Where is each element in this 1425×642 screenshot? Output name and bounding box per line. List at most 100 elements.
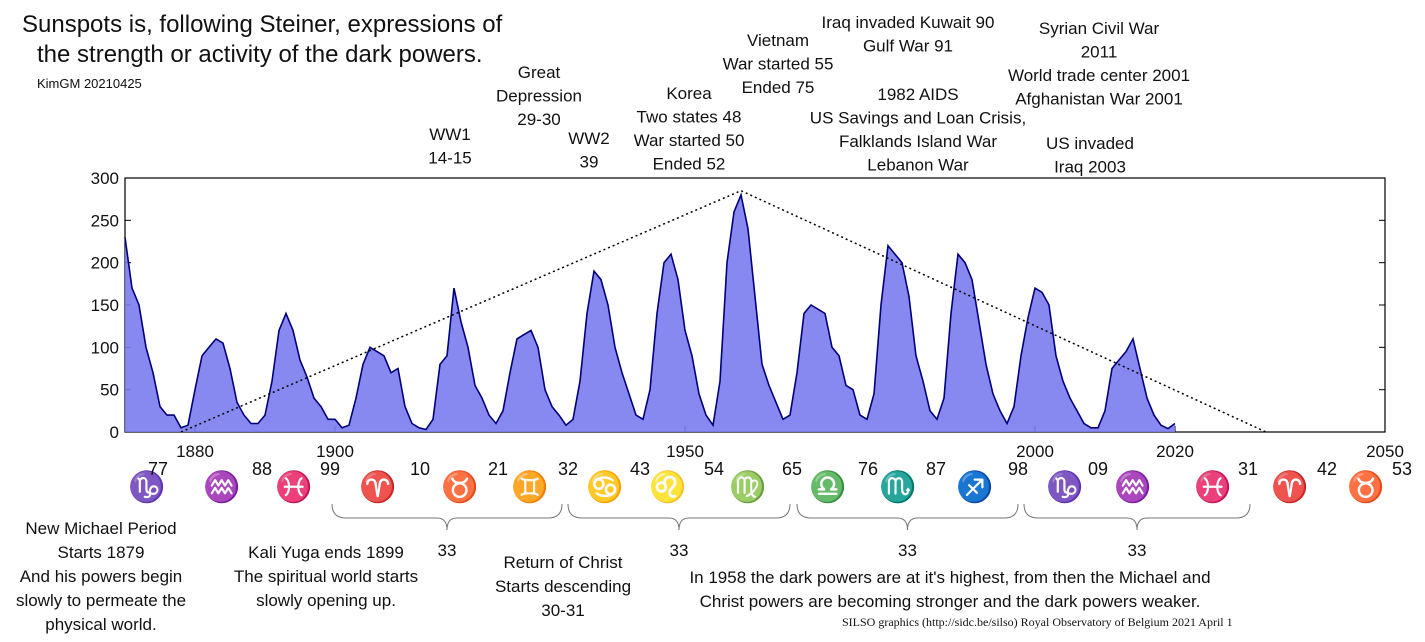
annotation: Ended 52 [653,155,726,174]
y-tick-label: 250 [91,211,119,230]
title-line: the strength or activity of the dark pow… [37,41,483,68]
annotation: Gulf War 91 [863,37,953,56]
note: New Michael Period [25,519,176,538]
brace [1023,503,1251,531]
brace [567,503,791,531]
y-tick-label: 150 [91,296,119,315]
annotation: Afghanistan War 2001 [1015,90,1183,109]
credit: SILSO graphics (http://sidc.be/silso) Ro… [842,615,1233,629]
annotation: 29-30 [517,110,560,129]
annotation: Ended 75 [742,78,815,97]
zodiac-year: 31 [1238,459,1258,479]
annotation: Syrian Civil War [1039,19,1160,38]
zodiac-year: 32 [558,459,578,479]
annotation: World trade center 2001 [1008,66,1190,85]
annotation: 14-15 [428,149,471,168]
annotation: US Savings and Loan Crisis, [810,109,1026,128]
brace-label: 33 [1128,541,1147,560]
zodiac-symbol: ♍ [729,469,766,504]
x-tick-label: 2020 [1156,442,1194,461]
x-tick-label: 1950 [666,442,704,461]
zodiac-symbol: ♋ [586,469,623,504]
zodiac-year: 65 [782,459,802,479]
zodiac-symbol: ♒ [203,469,240,504]
annotation: Vietnam [747,31,809,50]
brace-label: 33 [898,541,917,560]
brace [331,503,563,531]
title-line: Sunspots is, following Steiner, expressi… [22,11,503,38]
annotation: US invaded [1046,134,1134,153]
author: KimGM 20210425 [37,76,142,91]
zodiac-year: 88 [252,459,272,479]
zodiac-symbol: ♌ [649,469,686,504]
zodiac-year: 98 [1008,459,1028,479]
zodiac-symbol: ♐ [956,469,993,504]
annotation: Great [518,63,561,82]
annotation: 1982 AIDS [877,85,958,104]
zodiac-year: 21 [488,459,508,479]
note: Kali Yuga ends 1899 [248,543,404,562]
zodiac-year: 99 [320,459,340,479]
zodiac-year: 77 [148,459,168,479]
zodiac-symbol: ♎ [809,469,846,504]
annotation: Depression [496,87,582,106]
note: slowly to permeate the [16,591,186,610]
zodiac-symbol: ♒ [1114,469,1151,504]
zodiac-year: 09 [1088,459,1108,479]
zodiac-year: 43 [630,459,650,479]
zodiac-symbol: ♈ [359,469,396,504]
zodiac-year: 87 [926,459,946,479]
brace-label: 33 [670,541,689,560]
annotation: War started 50 [634,131,745,150]
y-tick-label: 300 [91,169,119,188]
zodiac-symbol: ♓ [275,469,312,504]
zodiac-symbol: ♉ [1347,469,1384,504]
note: 30-31 [541,601,584,620]
annotation: 2011 [1081,43,1118,62]
area [125,194,1175,432]
x-tick-label: 1900 [316,442,354,461]
note: slowly opening up. [256,591,396,610]
annotation: Lebanon War [867,156,969,175]
x-tick-label: 1880 [176,442,214,461]
zodiac-year: 42 [1317,459,1337,479]
note: The spiritual world starts [234,567,418,586]
brace-label: 33 [438,541,457,560]
annotation: WW1 [429,125,471,144]
zodiac-symbol: ♏ [879,469,916,504]
note: Christ powers are becoming stronger and … [700,592,1201,611]
note: Starts descending [495,577,631,596]
note: In 1958 the dark powers are at it's high… [689,568,1210,587]
annotation: War started 55 [723,55,834,74]
zodiac-year: 10 [410,459,430,479]
line [124,192,1176,431]
x-tick-label: 2050 [1366,442,1404,461]
y-tick-label: 200 [91,254,119,273]
zodiac-symbol: ♈ [1271,469,1308,504]
y-tick-label: 50 [100,381,119,400]
annotation: Two states 48 [637,108,742,127]
note: And his powers begin [20,567,183,586]
annotation: Iraq 2003 [1054,158,1126,177]
brace [796,503,1019,531]
annotation: Iraq invaded Kuwait 90 [822,13,995,32]
zodiac-year: 76 [858,459,878,479]
note: Starts 1879 [58,543,145,562]
zodiac-symbol: ♓ [1194,469,1231,504]
zodiac-symbol: ♑ [128,469,165,504]
annotation: Korea [666,84,712,103]
annotation: Falklands Island War [839,132,997,151]
annotation: WW2 [568,129,610,148]
note: Return of Christ [503,553,622,572]
note: physical world. [45,615,157,634]
annotation: 39 [580,153,599,172]
zodiac-symbol: ♉ [441,469,478,504]
zodiac-symbol: ♊ [511,469,548,504]
zodiac-year: 53 [1392,459,1412,479]
x-tick-label: 2000 [1016,442,1054,461]
y-tick-label: 0 [110,423,119,442]
zodiac-symbol: ♑ [1046,469,1083,504]
zodiac-year: 54 [704,459,724,479]
y-tick-label: 100 [91,338,119,357]
